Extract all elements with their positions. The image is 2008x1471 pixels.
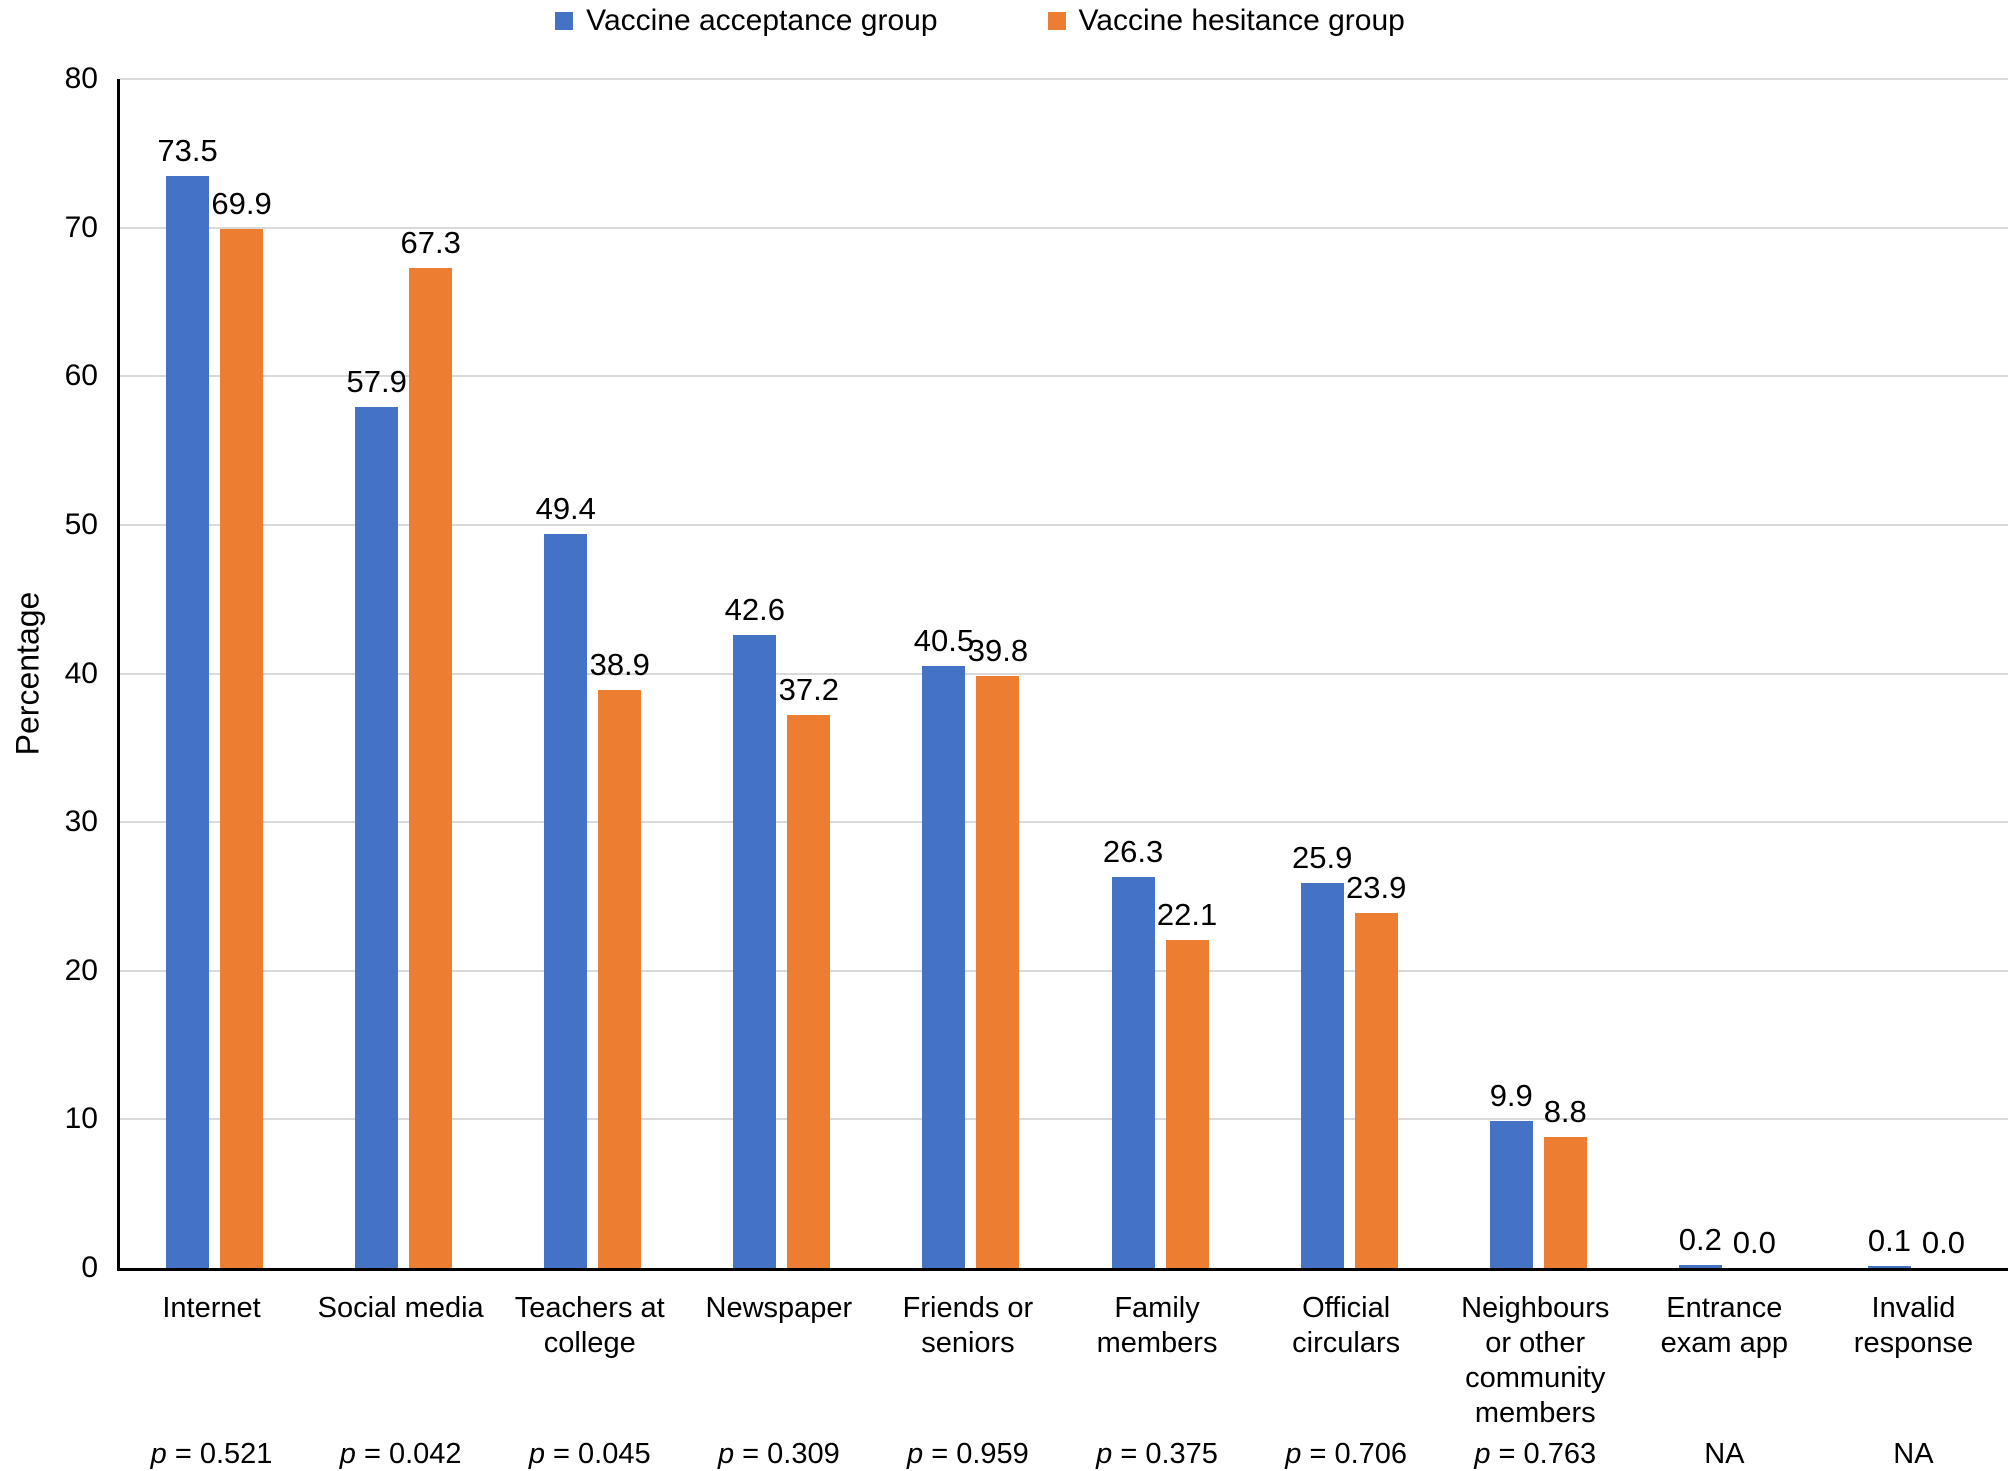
y-tick-label: 20	[64, 953, 98, 987]
p-value-label: p = 0.706	[1285, 1438, 1408, 1470]
bar-value-label: 0.0	[1921, 1225, 1965, 1260]
p-value-label: p = 0.045	[528, 1438, 651, 1470]
chart-legend: Vaccine acceptance group Vaccine hesitanc…	[0, 0, 1960, 42]
legend-swatch-icon	[555, 12, 574, 30]
gridline	[120, 672, 2008, 675]
bar-value-label: 25.9	[1291, 840, 1353, 875]
bar-value-label: 38.9	[589, 647, 650, 682]
category-label: Official circulars	[1292, 1292, 1401, 1359]
bar-value-label: 26.3	[1102, 834, 1164, 869]
gridline	[120, 78, 2008, 80]
bar: 23.9	[1346, 870, 1406, 1268]
bar-value-label: 40.5	[913, 623, 975, 658]
bar-value-label: 42.6	[724, 592, 786, 627]
gridline	[120, 375, 2008, 378]
category-label: Entrance exam app	[1660, 1292, 1789, 1359]
category-label: Social media	[317, 1292, 484, 1324]
bar-value-label: 69.9	[211, 186, 272, 221]
gridline	[120, 523, 2008, 526]
legend-item: Vaccine acceptance group	[555, 4, 938, 38]
gridline	[120, 969, 2008, 972]
bar: 0.2	[1679, 1222, 1722, 1268]
bar: 37.2	[779, 672, 839, 1268]
legend-label: Vaccine acceptance group	[586, 4, 938, 37]
p-value-label: p = 0.375	[1096, 1438, 1218, 1470]
y-tick-label: 0	[81, 1251, 98, 1284]
bar: 49.4	[536, 491, 596, 1268]
bar: 25.9	[1292, 840, 1352, 1268]
y-tick-label: 70	[64, 210, 98, 244]
bar: 0.1	[1868, 1223, 1911, 1268]
p-value-label: p = 0.309	[717, 1438, 840, 1470]
bar: 40.5	[914, 623, 974, 1268]
bar: 57.9	[346, 364, 407, 1268]
bar: 8.8	[1544, 1094, 1587, 1268]
bar-value-label: 73.5	[157, 133, 218, 168]
y-tick-label: 80	[64, 62, 98, 95]
legend-item: Vaccine hesitance group	[1047, 4, 1405, 38]
p-value-label: p = 0.959	[907, 1438, 1029, 1470]
bar-group: 25.9 23.9	[1292, 79, 1406, 1268]
gridline	[120, 1118, 2008, 1121]
bar: 67.3	[400, 225, 461, 1268]
bar-value-label: 23.9	[1345, 870, 1407, 905]
bar-value-label: 67.3	[400, 225, 461, 260]
bar: 22.1	[1157, 897, 1217, 1268]
bar-group: 0.1 0.0	[1868, 79, 1965, 1268]
bar: 42.6	[725, 592, 785, 1268]
category-label: Invalid response	[1853, 1292, 1974, 1359]
bar-group: 42.6 37.2	[725, 79, 839, 1268]
category-label: Friends or seniors	[902, 1292, 1034, 1359]
p-value-label: p = 0.763	[1474, 1438, 1597, 1470]
bar-group: 9.9 8.8	[1490, 79, 1587, 1268]
bar-value-label: 37.2	[778, 672, 840, 707]
category-label: Teachers at college	[514, 1292, 665, 1359]
bar-group: 26.3 22.1	[1103, 79, 1217, 1268]
category-label: Newspaper	[705, 1292, 853, 1324]
p-value-label: NA	[1704, 1438, 1745, 1470]
bar-group: 40.5 39.8	[914, 79, 1028, 1268]
bar-group: 73.5 69.9	[157, 79, 272, 1268]
bar: 73.5	[157, 133, 218, 1268]
bar-value-label: 39.8	[967, 633, 1029, 668]
p-value-label: NA	[1893, 1438, 1934, 1470]
bar-value-label: 0.2	[1678, 1222, 1722, 1257]
y-tick-label: 40	[64, 656, 98, 690]
plot-area: 73.5 69.9 57.9 67.3 49.4 38.9 42.6 37.2 40.5 39.8…	[117, 78, 2008, 1271]
bar-value-label: 49.4	[535, 491, 596, 526]
bar: 9.9	[1490, 1078, 1533, 1268]
bar-group: 49.4 38.9	[536, 79, 650, 1268]
bar: 38.9	[590, 647, 650, 1268]
bar: 39.8	[968, 633, 1028, 1268]
bar-value-label: 9.9	[1489, 1078, 1533, 1113]
bar-value-label: 0.0	[1732, 1225, 1776, 1260]
legend-label: Vaccine hesitance group	[1078, 4, 1405, 37]
y-tick-label: 30	[64, 805, 98, 839]
bar-group: 57.9 67.3	[346, 79, 461, 1268]
gridline	[120, 821, 2008, 824]
bar-value-label: 8.8	[1543, 1094, 1587, 1129]
legend-swatch-icon	[1047, 12, 1066, 30]
bar-value-label: 57.9	[346, 364, 407, 399]
bar-group: 0.2 0.0	[1679, 79, 1776, 1268]
category-label: Internet	[162, 1292, 261, 1324]
bar-value-label: 0.1	[1867, 1223, 1911, 1258]
y-tick-label: 10	[64, 1102, 98, 1136]
p-value-label: p = 0.521	[150, 1438, 273, 1470]
y-tick-label: 60	[64, 359, 98, 393]
p-value-label: p = 0.042	[339, 1438, 462, 1470]
bar: 69.9	[211, 186, 272, 1268]
category-label: Neighbours or other community members	[1461, 1292, 1610, 1429]
y-tick-label: 50	[64, 507, 98, 541]
category-label: Family members	[1096, 1292, 1218, 1359]
bar-value-label: 22.1	[1156, 897, 1218, 932]
gridline	[120, 226, 2008, 229]
bar: 26.3	[1103, 834, 1163, 1268]
